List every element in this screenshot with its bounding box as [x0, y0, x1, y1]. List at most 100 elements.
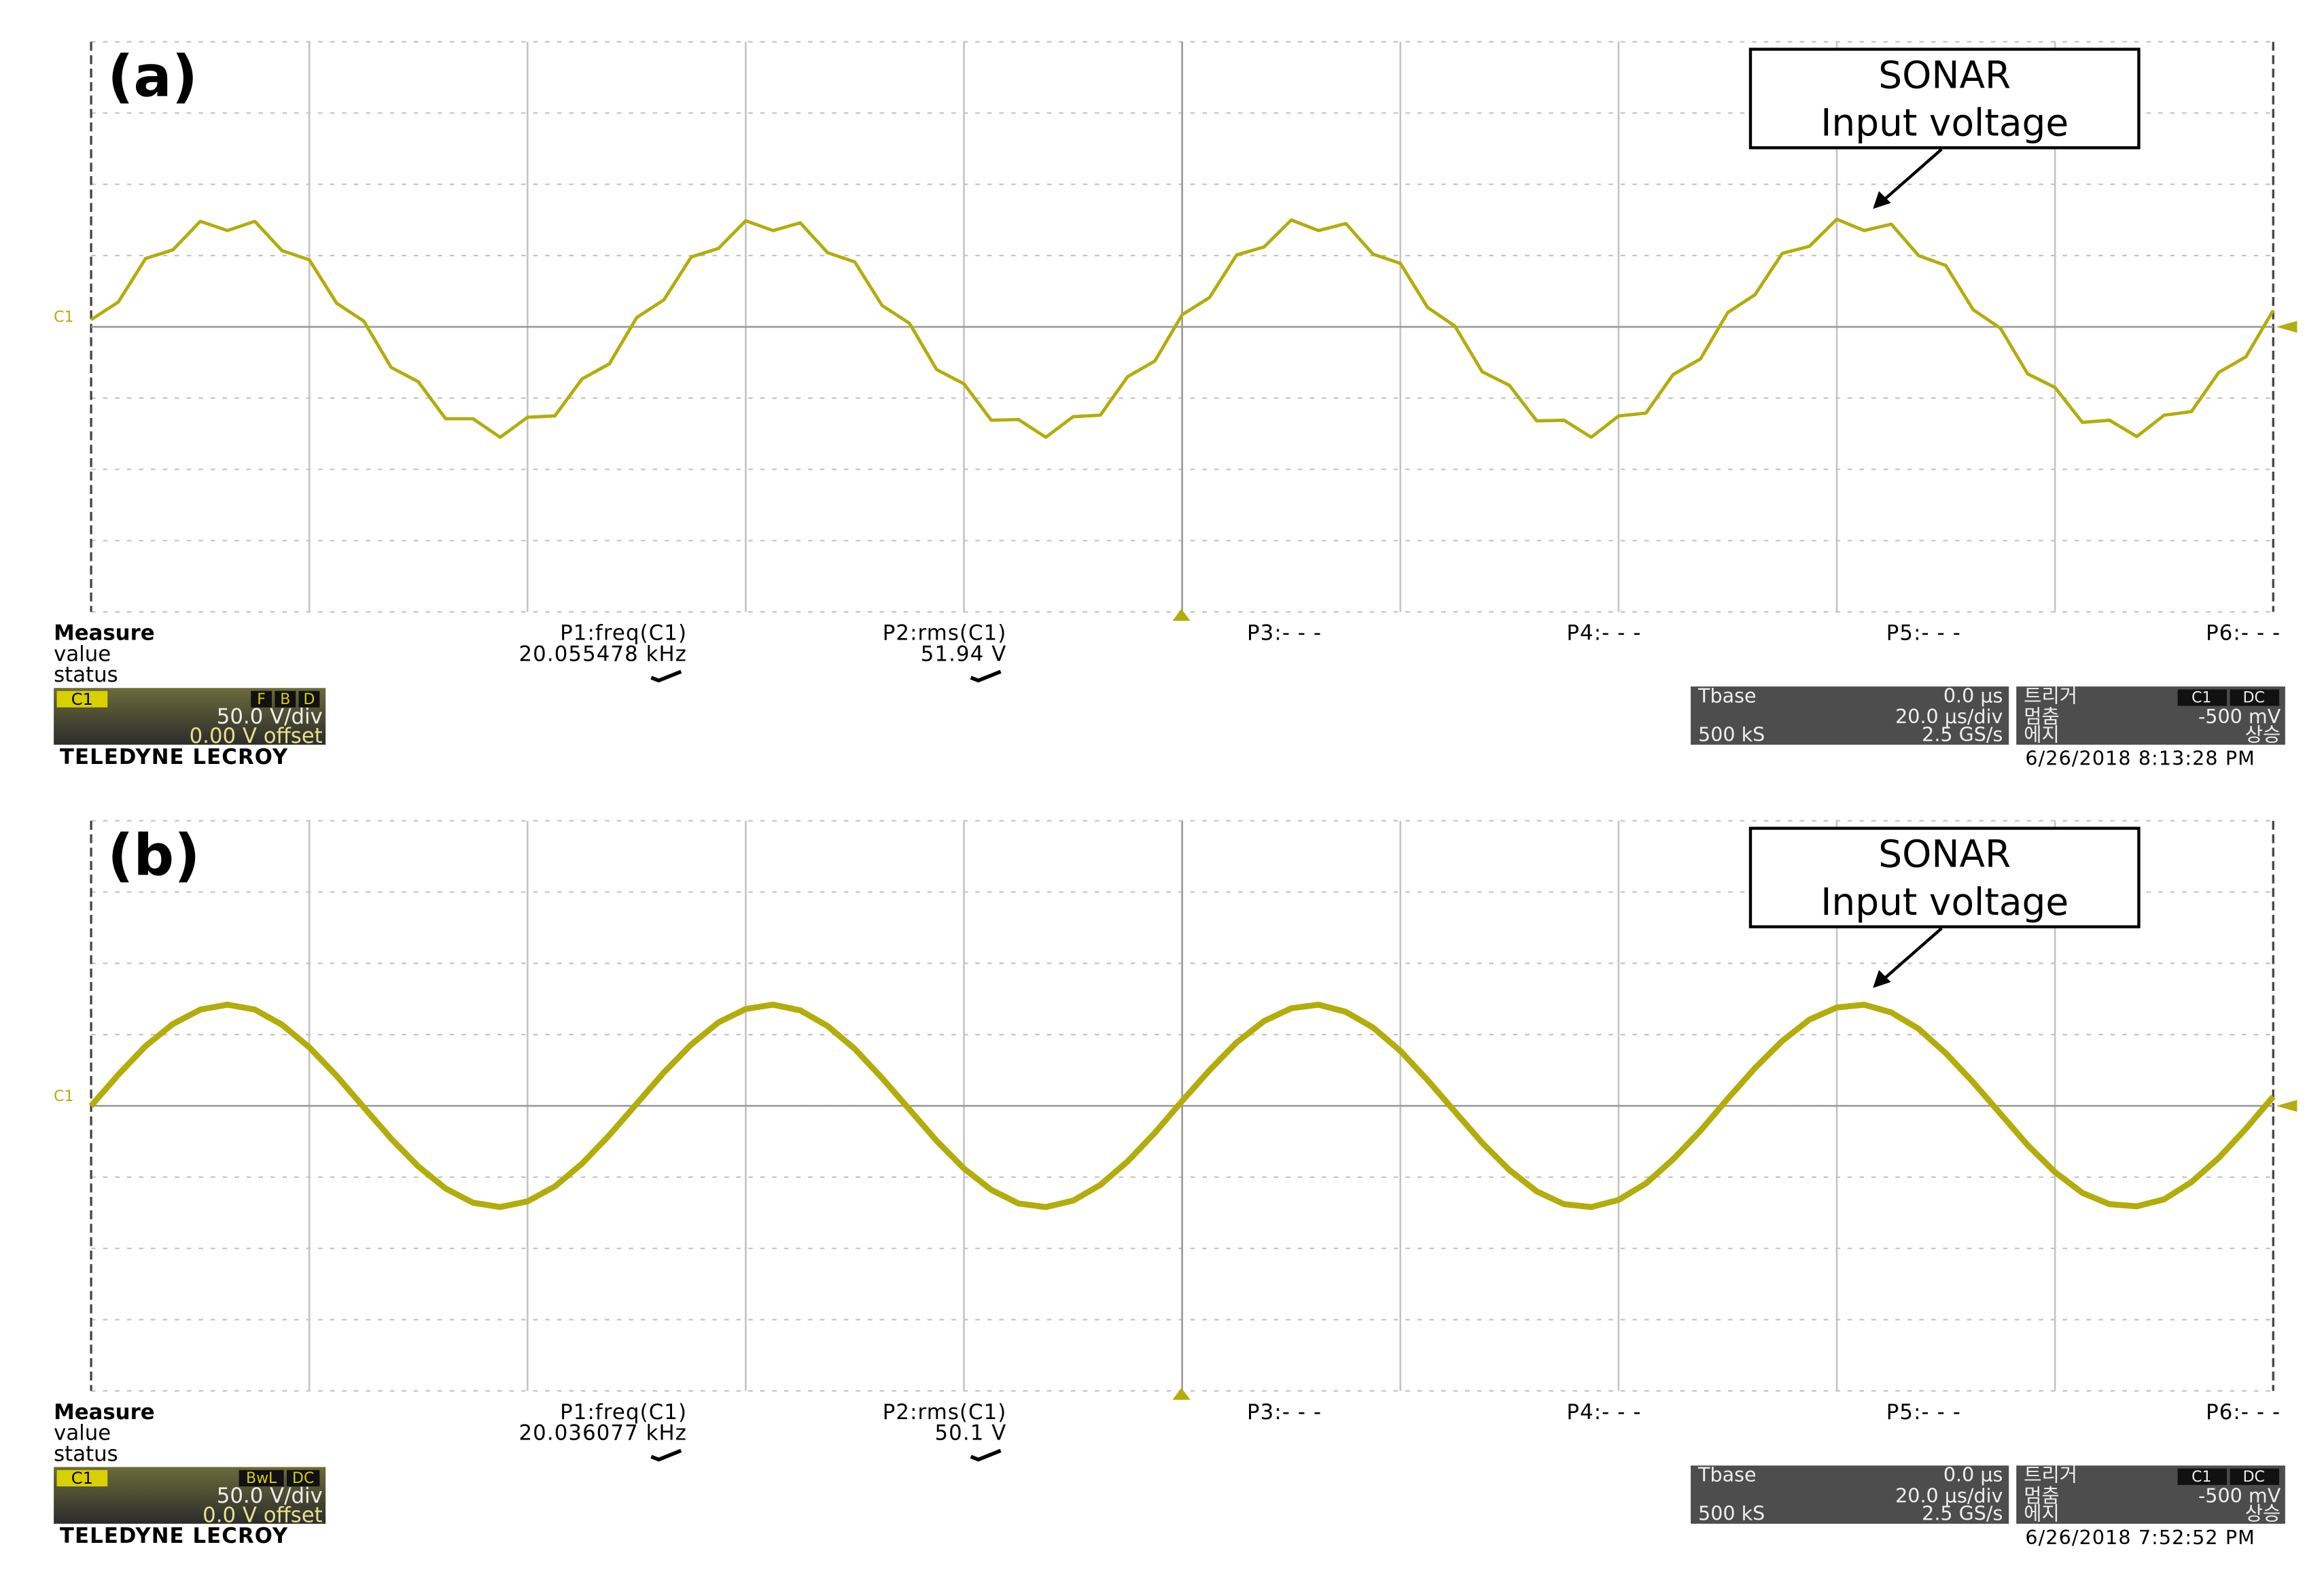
channel-scale: 50.0 V/div	[217, 1484, 323, 1508]
trigger-source: DC	[2243, 690, 2265, 707]
channel-flag-text: D	[304, 691, 315, 708]
channel-flag	[298, 691, 320, 708]
param-name: P5:- - -	[1886, 621, 1961, 646]
timebase-delay: 0.0 µs	[1943, 1463, 2003, 1486]
panel-label: (a)	[107, 44, 198, 110]
timebase-box	[1691, 1465, 2009, 1524]
channel-flag	[287, 1469, 320, 1487]
channel-flag-text: DC	[292, 1470, 314, 1487]
timebase-rate: 2.5 GS/s	[1922, 723, 2003, 746]
channel-tag	[56, 691, 108, 708]
param-name: P4:- - -	[1566, 621, 1641, 646]
measure-row: status	[54, 1442, 118, 1466]
trigger-source-tag	[2177, 1468, 2228, 1485]
param-name: P3:- - -	[1247, 621, 1322, 646]
timebase-samples: 500 kS	[1698, 1502, 1765, 1525]
timebase-delay: 0.0 µs	[1943, 684, 2003, 707]
channel-flag	[275, 691, 296, 708]
timebase-samples: 500 kS	[1698, 723, 1765, 746]
panel-label: (b)	[107, 823, 200, 889]
measure-row: value	[54, 1421, 111, 1446]
measure-title: Measure	[54, 621, 154, 646]
annotation-text: Input voltage	[1820, 880, 2068, 924]
trigger-level: -500 mV	[2198, 705, 2281, 728]
trigger-source: DC	[2243, 1469, 2265, 1486]
channel-name: C1	[71, 690, 93, 709]
timestamp: 6/26/2018 7:52:52 PM	[2025, 1526, 2255, 1549]
trigger-source-tag	[2230, 689, 2280, 706]
channel-flag	[239, 1469, 284, 1487]
channel-flag-text: F	[257, 691, 266, 708]
annotation-text: SONAR	[1878, 833, 2011, 876]
channel-flag-text: BwL	[246, 1470, 277, 1487]
annotation-box	[1748, 48, 2141, 150]
trigger-source: C1	[2191, 1469, 2211, 1486]
channel-name: C1	[71, 1469, 93, 1488]
trigger-mode: 멈춤	[2024, 705, 2060, 728]
level-marker	[2276, 321, 2297, 333]
trigger-type: 에지	[2024, 1502, 2060, 1525]
trace	[88, 1001, 2276, 1210]
trigger-slope: 상승	[2245, 1502, 2281, 1525]
brand: TELEDYNE LECROY	[60, 1524, 288, 1548]
channel-offset: 0.0 V offset	[203, 1503, 323, 1527]
param-name: P2:rms(C1)	[883, 621, 1007, 646]
annotation-text: SONAR	[1878, 53, 2011, 97]
trigger-mode: 멈춤	[2024, 1484, 2060, 1507]
trigger-title: 트리거	[2024, 684, 2077, 707]
param-name: P2:rms(C1)	[883, 1400, 1007, 1425]
annotation-box	[1748, 826, 2141, 928]
trigger-source-tag	[2177, 689, 2228, 706]
status-check	[970, 669, 1002, 683]
param-name: P3:- - -	[1247, 1400, 1322, 1425]
trigger-source: C1	[2191, 690, 2211, 707]
annotation-arrow	[1879, 927, 1943, 983]
timebase-title: Tbase	[1697, 684, 1757, 707]
trigger-marker	[1172, 608, 1191, 621]
trace-label: C1	[54, 1088, 73, 1105]
trigger-source-tag	[2230, 1468, 2280, 1485]
param-value: 20.055478 kHz	[519, 642, 688, 666]
channel-flag-text: B	[280, 691, 290, 708]
status-check	[970, 1448, 1002, 1462]
channel-offset: 0.00 V offset	[190, 724, 323, 748]
param-name: P4:- - -	[1566, 1400, 1641, 1425]
timestamp: 6/26/2018 8:13:28 PM	[2025, 747, 2255, 770]
timebase-scale: 20.0 µs/div	[1895, 1484, 2003, 1507]
channel-scale: 50.0 V/div	[217, 705, 323, 729]
param-name: P6:- - -	[2206, 1400, 2281, 1425]
measure-row: value	[54, 642, 111, 666]
status-check	[650, 669, 682, 683]
measure-row: status	[54, 663, 118, 687]
timebase-title: Tbase	[1697, 1463, 1757, 1486]
annotation-arrow	[1879, 147, 1943, 205]
trace	[90, 217, 2275, 439]
param-value: 20.036077 kHz	[519, 1421, 688, 1446]
trace-label: C1	[54, 309, 73, 326]
param-value: 50.1 V	[934, 1421, 1006, 1446]
level-marker	[2276, 1100, 2297, 1112]
brand: TELEDYNE LECROY	[60, 745, 288, 769]
timebase-scale: 20.0 µs/div	[1895, 705, 2003, 728]
timebase-box	[1691, 686, 2009, 745]
channel-flag	[251, 691, 272, 708]
measure-title: Measure	[54, 1400, 154, 1425]
trigger-level: -500 mV	[2198, 1484, 2281, 1507]
annotation-text: Input voltage	[1820, 101, 2068, 145]
param-name: P1:freq(C1)	[560, 621, 687, 646]
arrow-head	[1873, 191, 1891, 209]
channel-tag	[56, 1469, 108, 1487]
arrow-head	[1873, 970, 1891, 988]
param-name: P6:- - -	[2206, 621, 2281, 646]
param-name: P1:freq(C1)	[560, 1400, 687, 1425]
timebase-rate: 2.5 GS/s	[1922, 1502, 2003, 1525]
trigger-slope: 상승	[2245, 723, 2281, 746]
param-name: P5:- - -	[1886, 1400, 1961, 1425]
trigger-type: 에지	[2024, 723, 2060, 746]
status-check	[650, 1448, 682, 1462]
param-value: 51.94 V	[921, 642, 1007, 666]
trigger-title: 트리거	[2024, 1463, 2077, 1486]
